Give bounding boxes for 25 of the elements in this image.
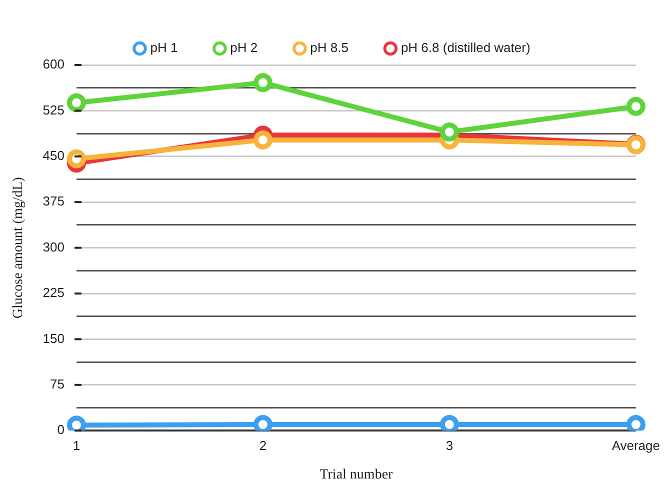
point (253, 73, 272, 92)
legend-label: pH 6.8 (distilled water) (400, 40, 530, 56)
y-tick-label: 375 (42, 194, 64, 209)
y-tick-label: 525 (42, 102, 64, 118)
x-tick-label: 3 (446, 438, 454, 453)
y-tick-label: 300 (42, 239, 64, 254)
x-tick-label: 2 (259, 438, 267, 453)
y-tick-label: 75 (50, 376, 64, 392)
y-tick-label: 150 (42, 330, 64, 346)
point (626, 96, 646, 116)
y-axis-title: Glucose amount (mg/dL) (11, 176, 26, 319)
legend-label: pH 2 (230, 40, 258, 56)
x-tick-label: 1 (72, 438, 80, 453)
x-axis-title: Trial number (320, 467, 394, 482)
y-tick-label: 0 (57, 422, 64, 438)
point (66, 149, 86, 168)
point (66, 93, 86, 112)
point (440, 122, 459, 142)
y-tick-label: 225 (42, 285, 64, 300)
y-tick-label: 450 (42, 148, 64, 163)
legend-label: pH 1 (150, 40, 178, 56)
x-tick-label: Average (612, 438, 660, 453)
legend-label: pH 8.5 (310, 40, 348, 56)
y-tick-label: 600 (42, 56, 64, 72)
point (253, 130, 272, 150)
